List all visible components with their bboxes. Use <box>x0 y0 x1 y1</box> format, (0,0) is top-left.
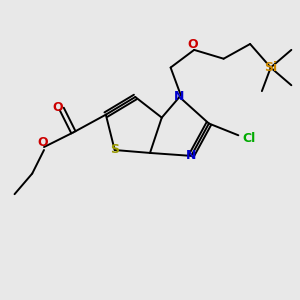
Text: O: O <box>188 38 198 51</box>
Text: N: N <box>174 91 184 103</box>
Text: S: S <box>110 143 119 157</box>
Text: N: N <box>186 149 196 162</box>
Text: O: O <box>52 101 63 114</box>
Text: Cl: Cl <box>242 132 255 145</box>
Text: O: O <box>37 136 48 149</box>
Text: Si: Si <box>264 61 277 74</box>
